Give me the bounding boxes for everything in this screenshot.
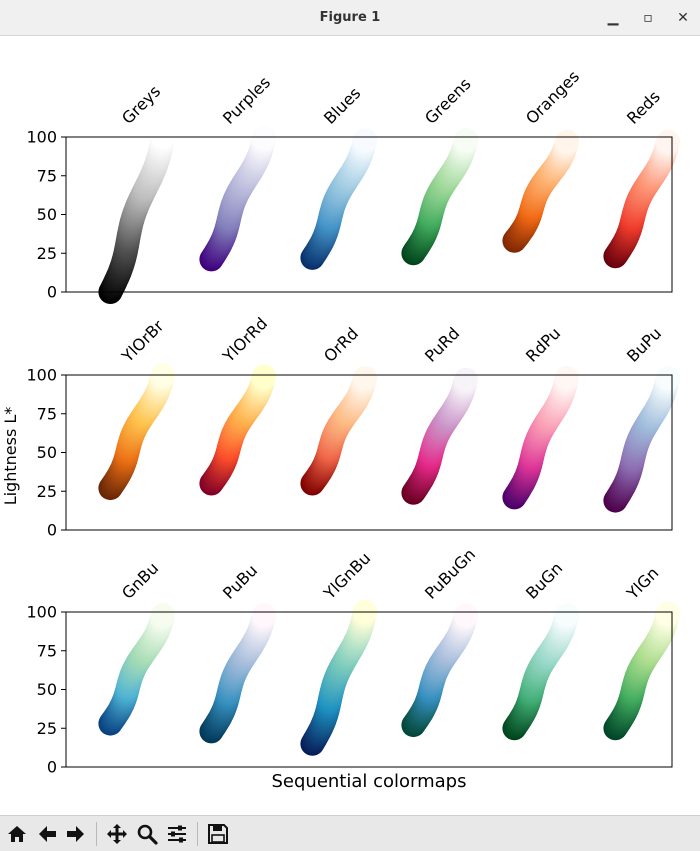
colormap-label: YlOrRd xyxy=(218,314,271,367)
colormap-label: Greens xyxy=(421,74,475,128)
save-button[interactable] xyxy=(205,821,231,847)
home-icon xyxy=(8,826,26,842)
colormap-label: PuBuGn xyxy=(421,545,479,603)
colormap-point xyxy=(454,603,478,628)
save-floppy-icon xyxy=(208,824,228,844)
window-title: Figure 1 xyxy=(319,10,381,25)
subplot-1: Greys Purples Blues Greens Oranges Reds 0 25 50 7… xyxy=(26,67,680,304)
subplot-3: GnBu PuBu YlGnBu PuBuGn BuGn YlGn 0 25 50 75 100 xyxy=(26,545,680,777)
y-tick-label: 25 xyxy=(37,719,57,738)
y-tick-label: 100 xyxy=(26,128,57,147)
colormap-label: Oranges xyxy=(522,67,583,128)
series-greys xyxy=(98,125,175,304)
home-button[interactable] xyxy=(4,821,30,847)
y-tick-label: 50 xyxy=(37,443,57,462)
colormap-point xyxy=(555,603,579,628)
series-reds xyxy=(603,129,680,269)
maximize-button[interactable]: ▫ xyxy=(643,10,653,26)
colormap-label: RdPu xyxy=(522,324,564,366)
colormap-label: BuPu xyxy=(623,324,665,366)
series-ylorrd xyxy=(199,364,276,496)
subplot-2: YlOrBr YlOrRd OrRd PuRd RdPu BuPu 0 25 50 75 100 xyxy=(26,314,680,540)
colormap-point xyxy=(353,366,377,391)
y-tick-label: 50 xyxy=(37,680,57,699)
window-titlebar: Figure 1 ▁ ▫ ✕ xyxy=(0,0,700,36)
colormap-point xyxy=(656,366,680,391)
figure-canvas: Greys Purples Blues Greens Oranges Reds 0 25 50 7… xyxy=(1,67,680,792)
series-bupu xyxy=(603,366,680,513)
colormap-label: BuGn xyxy=(522,559,566,603)
y-tick-label: 100 xyxy=(26,366,57,385)
minimize-button[interactable]: ▁ xyxy=(607,10,619,26)
navigation-toolbar xyxy=(0,815,700,851)
series-ylgnbu xyxy=(300,600,377,756)
series-bugn xyxy=(502,603,579,741)
y-tick-label: 0 xyxy=(47,521,57,540)
series-ylorbr xyxy=(98,363,175,501)
colormap-label: Blues xyxy=(320,83,364,127)
colormap-point xyxy=(454,128,478,153)
toolbar-separator xyxy=(96,822,97,846)
colormap-point xyxy=(252,364,276,389)
pan-button[interactable] xyxy=(104,821,130,847)
colormap-point xyxy=(555,129,579,154)
y-axis-label: Lightness L* xyxy=(1,407,20,506)
series-blues xyxy=(300,128,377,270)
close-button[interactable]: ✕ xyxy=(677,10,689,26)
series-greens xyxy=(401,128,478,266)
colormap-label: YlOrBr xyxy=(117,316,167,366)
series-pubugn xyxy=(401,603,478,738)
colormap-label: Reds xyxy=(623,87,664,128)
y-tick-label: 25 xyxy=(37,482,57,501)
colormap-point xyxy=(656,601,680,626)
colormap-point xyxy=(252,126,276,151)
series-oranges xyxy=(502,129,579,253)
series-orrd xyxy=(300,366,377,496)
colormap-point xyxy=(151,603,175,628)
colormap-label: GnBu xyxy=(118,559,162,603)
y-tick-label: 100 xyxy=(26,603,57,622)
colormap-point xyxy=(353,128,377,153)
back-button[interactable] xyxy=(34,821,60,847)
colormap-point xyxy=(252,603,276,628)
y-tick-label: 25 xyxy=(37,244,57,263)
colormap-label: OrRd xyxy=(320,324,362,366)
colormap-label: YlGn xyxy=(622,563,662,603)
x-axis-label: Sequential colormaps xyxy=(271,771,466,792)
y-tick-label: 0 xyxy=(47,758,57,777)
colormap-point xyxy=(656,129,680,154)
configure-subplots-icon xyxy=(168,825,186,843)
zoom-magnifier-icon xyxy=(137,824,158,845)
colormap-label: PuRd xyxy=(421,324,463,366)
y-tick-label: 50 xyxy=(37,205,57,224)
colormap-label: Greys xyxy=(118,82,164,128)
zoom-button[interactable] xyxy=(134,821,160,847)
series-gnbu xyxy=(98,603,175,736)
y-tick-label: 75 xyxy=(37,166,57,185)
series-pubu xyxy=(199,603,276,744)
forward-arrow-icon xyxy=(67,826,84,842)
pan-move-icon xyxy=(107,824,127,844)
forward-button[interactable] xyxy=(63,821,89,847)
series-ylgn xyxy=(603,601,680,741)
y-tick-label: 75 xyxy=(37,641,57,660)
y-tick-label: 75 xyxy=(37,404,57,423)
colormap-label: PuBu xyxy=(219,561,261,603)
colormap-label: Purples xyxy=(219,73,274,128)
colormap-point xyxy=(555,366,579,391)
toolbar-separator xyxy=(197,822,198,846)
configure-subplots-button[interactable] xyxy=(164,821,190,847)
colormap-label: YlGnBu xyxy=(319,548,374,603)
colormap-point xyxy=(454,367,478,392)
back-arrow-icon xyxy=(39,826,56,842)
series-purples xyxy=(199,126,276,272)
series-purd xyxy=(401,367,478,505)
series-rdpu xyxy=(502,366,579,510)
y-tick-label: 0 xyxy=(47,283,57,302)
